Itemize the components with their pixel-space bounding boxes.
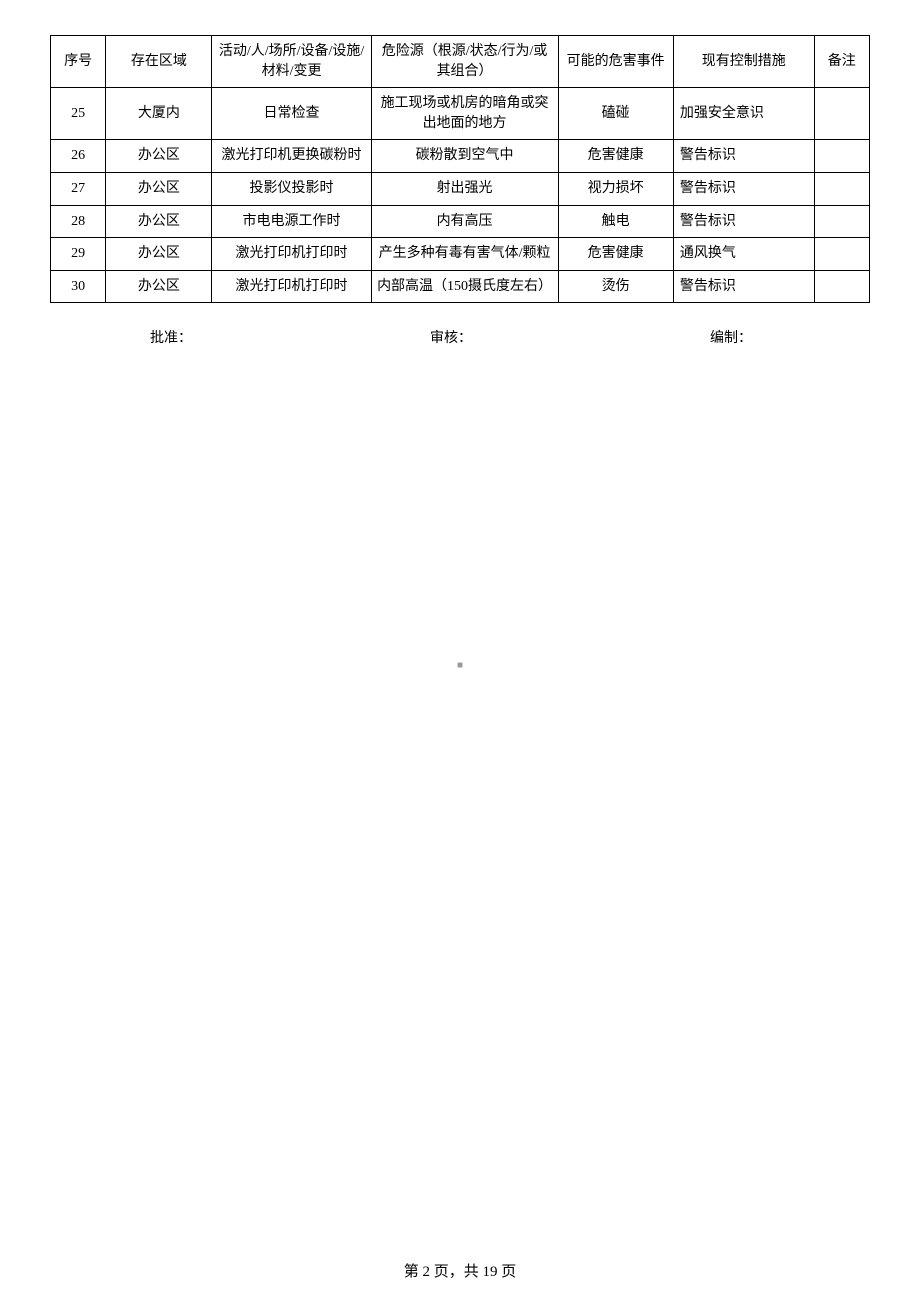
cell-hazard: 施工现场或机房的暗角或突出地面的地方 — [371, 88, 558, 140]
cell-event: 危害健康 — [558, 238, 673, 271]
cell-seq: 25 — [51, 88, 106, 140]
cell-seq: 28 — [51, 205, 106, 238]
header-hazard: 危险源（根源/状态/行为/或其组合） — [371, 36, 558, 88]
header-area: 存在区域 — [106, 36, 212, 88]
cell-event: 触电 — [558, 205, 673, 238]
cell-activity: 市电电源工作时 — [212, 205, 371, 238]
cell-measure: 警告标识 — [673, 172, 814, 205]
cell-measure: 加强安全意识 — [673, 88, 814, 140]
cell-area: 大厦内 — [106, 88, 212, 140]
cell-event: 磕碰 — [558, 88, 673, 140]
hazard-table: 序号 存在区域 活动/人/场所/设备/设施/材料/变更 危险源（根源/状态/行为… — [50, 35, 870, 303]
table-row: 27 办公区 投影仪投影时 射出强光 视力损坏 警告标识 — [51, 172, 870, 205]
cell-activity: 激光打印机打印时 — [212, 238, 371, 271]
cell-measure: 警告标识 — [673, 140, 814, 173]
cell-hazard: 碳粉散到空气中 — [371, 140, 558, 173]
table-row: 25 大厦内 日常检查 施工现场或机房的暗角或突出地面的地方 磕碰 加强安全意识 — [51, 88, 870, 140]
signature-approve: 批准： — [150, 327, 430, 347]
cell-event: 危害健康 — [558, 140, 673, 173]
cell-hazard: 内部高温（150摄氏度左右） — [371, 270, 558, 303]
cell-measure: 通风换气 — [673, 238, 814, 271]
cell-remark — [814, 270, 869, 303]
cell-measure: 警告标识 — [673, 205, 814, 238]
cell-remark — [814, 238, 869, 271]
table-body: 25 大厦内 日常检查 施工现场或机房的暗角或突出地面的地方 磕碰 加强安全意识… — [51, 88, 870, 303]
cell-activity: 投影仪投影时 — [212, 172, 371, 205]
cell-area: 办公区 — [106, 270, 212, 303]
cell-seq: 27 — [51, 172, 106, 205]
cell-remark — [814, 205, 869, 238]
header-event: 可能的危害事件 — [558, 36, 673, 88]
table-row: 28 办公区 市电电源工作时 内有高压 触电 警告标识 — [51, 205, 870, 238]
cell-seq: 30 — [51, 270, 106, 303]
signature-review: 审核： — [430, 327, 710, 347]
cell-event: 烫伤 — [558, 270, 673, 303]
table-row: 29 办公区 激光打印机打印时 产生多种有毒有害气体/颗粒 危害健康 通风换气 — [51, 238, 870, 271]
cell-measure: 警告标识 — [673, 270, 814, 303]
signature-compile: 编制： — [710, 327, 810, 347]
signature-row: 批准： 审核： 编制： — [50, 327, 870, 347]
cell-activity: 激光打印机打印时 — [212, 270, 371, 303]
cell-area: 办公区 — [106, 172, 212, 205]
header-seq: 序号 — [51, 36, 106, 88]
cell-seq: 26 — [51, 140, 106, 173]
cell-remark — [814, 172, 869, 205]
cell-area: 办公区 — [106, 140, 212, 173]
cell-remark — [814, 140, 869, 173]
table-row: 30 办公区 激光打印机打印时 内部高温（150摄氏度左右） 烫伤 警告标识 — [51, 270, 870, 303]
page-footer: 第 2 页，共 19 页 — [0, 1260, 920, 1281]
cell-activity: 激光打印机更换碳粉时 — [212, 140, 371, 173]
cell-area: 办公区 — [106, 205, 212, 238]
cell-hazard: 射出强光 — [371, 172, 558, 205]
cell-event: 视力损坏 — [558, 172, 673, 205]
table-row: 26 办公区 激光打印机更换碳粉时 碳粉散到空气中 危害健康 警告标识 — [51, 140, 870, 173]
header-remark: 备注 — [814, 36, 869, 88]
cell-seq: 29 — [51, 238, 106, 271]
cell-remark — [814, 88, 869, 140]
cell-hazard: 内有高压 — [371, 205, 558, 238]
cell-area: 办公区 — [106, 238, 212, 271]
header-activity: 活动/人/场所/设备/设施/材料/变更 — [212, 36, 371, 88]
header-measure: 现有控制措施 — [673, 36, 814, 88]
table-header-row: 序号 存在区域 活动/人/场所/设备/设施/材料/变更 危险源（根源/状态/行为… — [51, 36, 870, 88]
cell-hazard: 产生多种有毒有害气体/颗粒 — [371, 238, 558, 271]
center-mark: ■ — [457, 660, 463, 671]
cell-activity: 日常检查 — [212, 88, 371, 140]
